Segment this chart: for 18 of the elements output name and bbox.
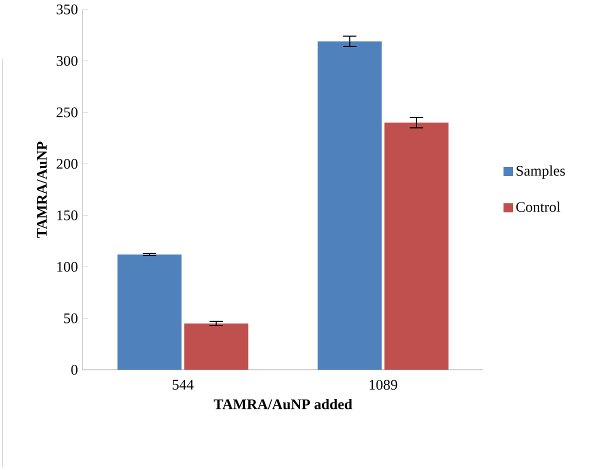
y-tick-label: 100 <box>57 262 78 272</box>
bar <box>117 254 182 370</box>
y-tick-label: 50 <box>64 313 78 324</box>
y-axis-title: TAMRA/AuNP <box>36 142 47 238</box>
y-tick-label: 0 <box>71 364 78 375</box>
x-axis-title: TAMRA/AuNP added <box>214 398 352 410</box>
y-tick-label: 300 <box>56 56 78 66</box>
y-tick-label: 200 <box>56 158 78 169</box>
x-tick-label: 1089 <box>370 380 398 390</box>
y-tick-label: 250 <box>56 107 78 118</box>
bar <box>318 41 382 370</box>
y-tick-label: 150 <box>57 210 78 220</box>
bar <box>184 324 248 370</box>
legend-label: Control <box>516 202 560 212</box>
bar <box>384 122 448 370</box>
x-tick-label: 544 <box>172 380 194 390</box>
y-tick-label: 350 <box>56 4 78 14</box>
legend-label: Samples <box>516 165 565 179</box>
